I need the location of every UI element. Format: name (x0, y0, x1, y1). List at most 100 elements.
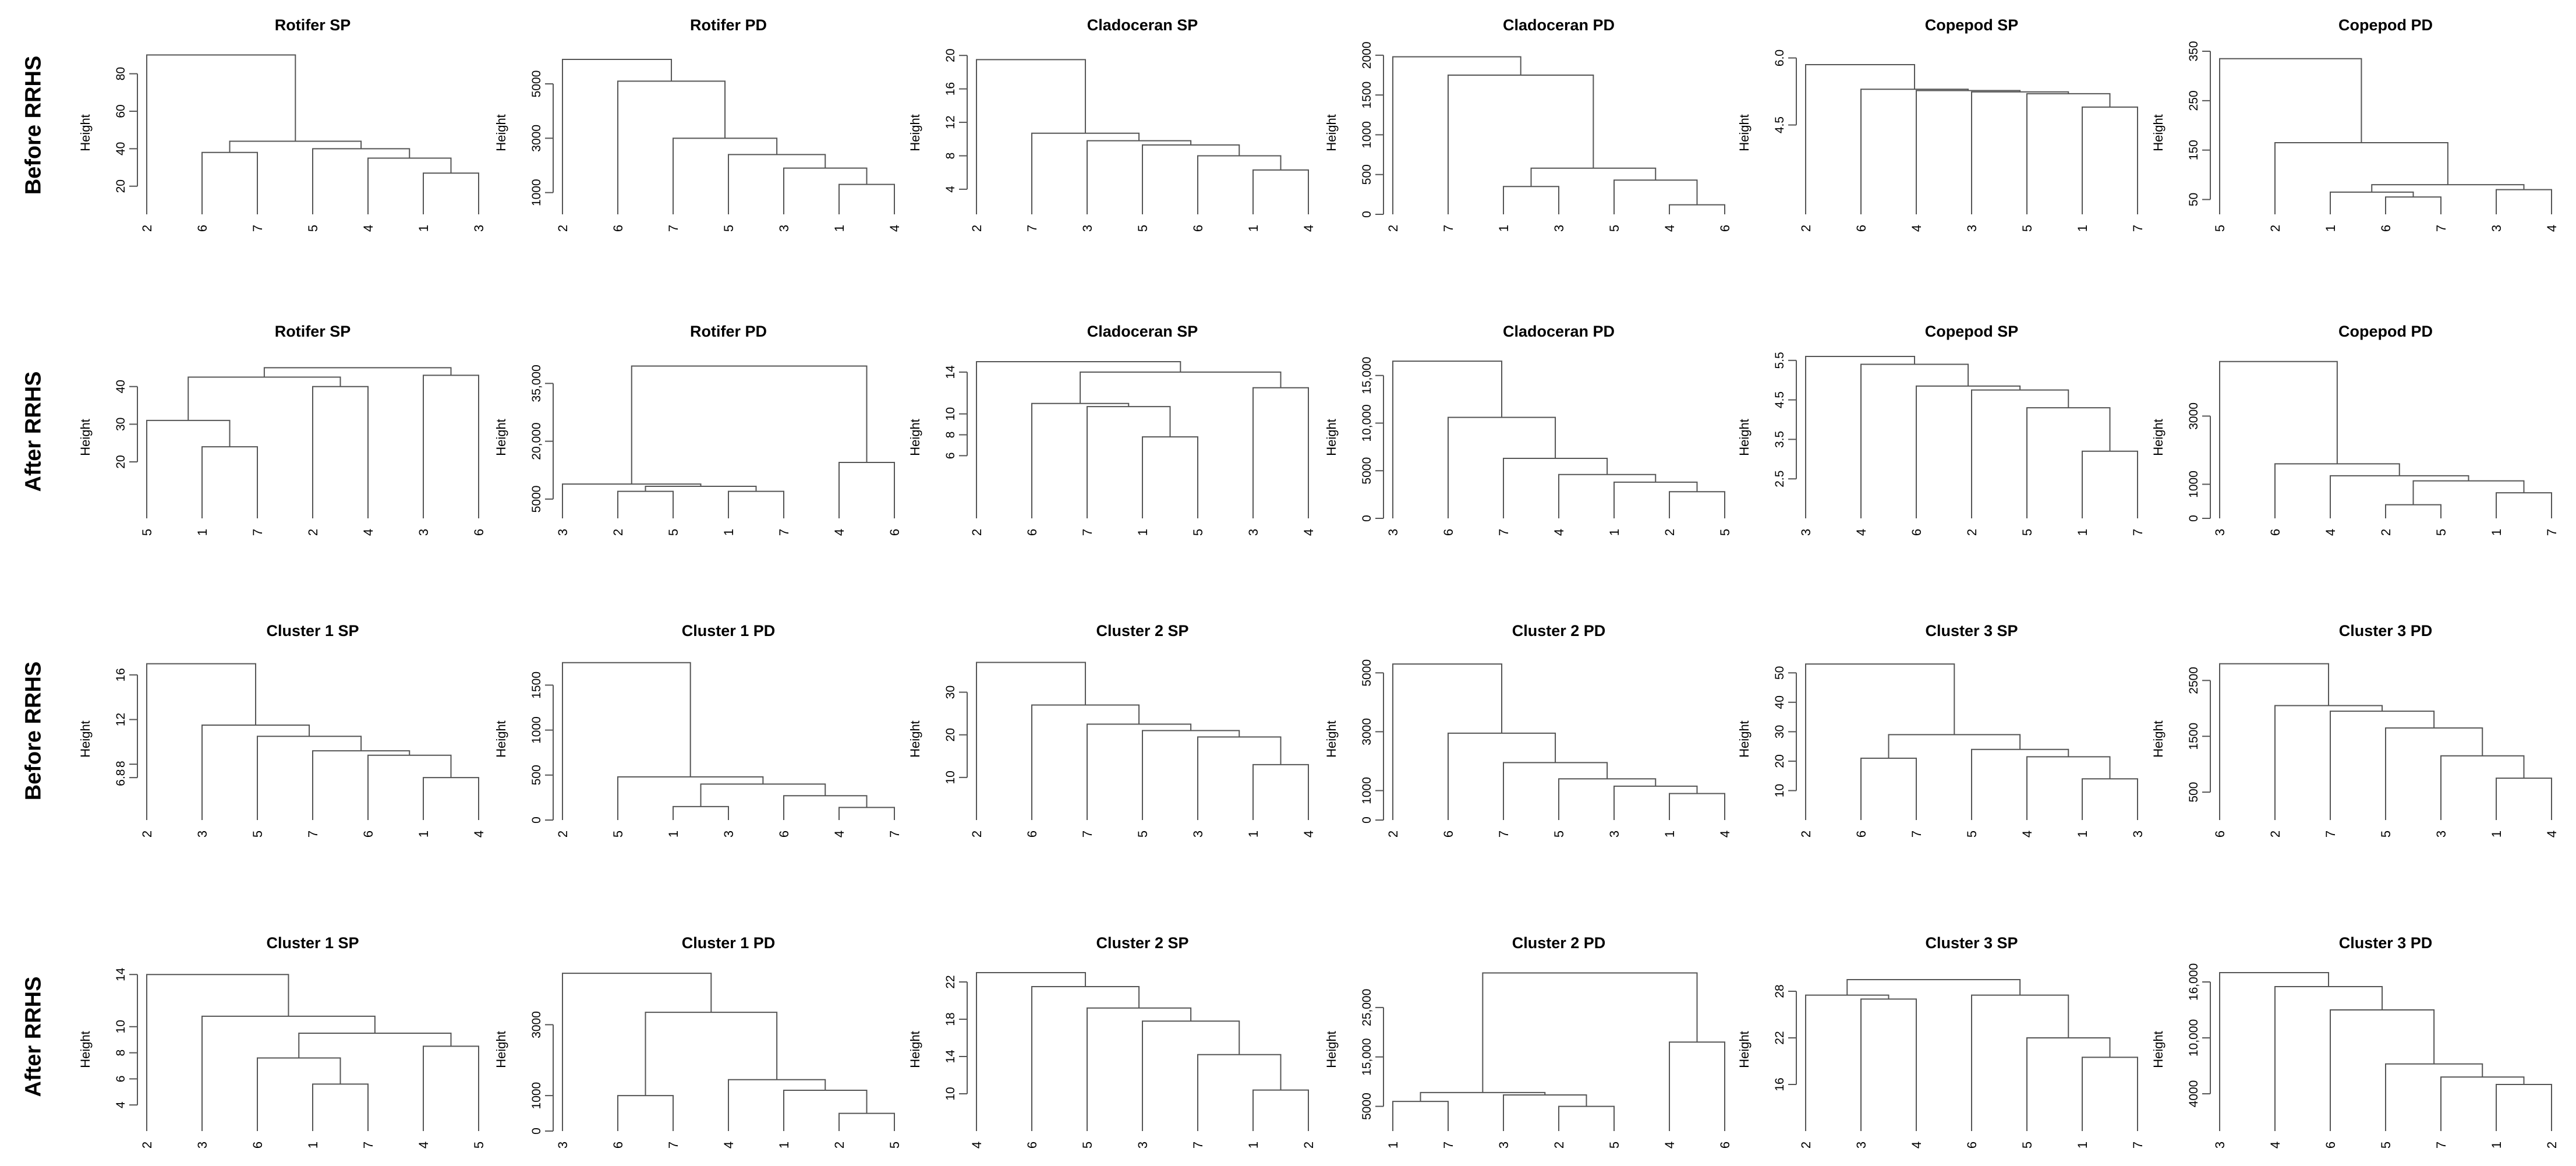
y-tick-label: 28 (1773, 984, 1786, 998)
y-tick-label: 2000 (1360, 41, 1374, 69)
y-tick-label: 10 (944, 771, 957, 784)
leaf-label: 4 (1301, 529, 1316, 536)
leaf-label: 6 (2268, 529, 2283, 536)
chart-title: Cladoceran SP (1087, 323, 1198, 340)
dendrogram-branch (2330, 475, 2469, 518)
leaf-label: 7 (1496, 529, 1511, 536)
y-tick-label: 10,000 (2187, 1019, 2200, 1057)
leaf-label: 4 (1909, 1142, 1924, 1149)
dendrogram-branch (1669, 491, 1725, 518)
leaf-label: 5 (2213, 225, 2227, 232)
dendrogram-branch (1080, 371, 1282, 404)
y-tick-label: 30 (1773, 725, 1786, 739)
leaf-label: 6 (1854, 831, 1869, 838)
y-tick-label: 8 (114, 761, 128, 768)
leaf-label: 4 (2020, 831, 2034, 838)
dendrogram-branch (423, 172, 479, 214)
y-tick-label: 12 (944, 115, 957, 129)
leaf-label: 4 (721, 1142, 736, 1149)
leaf-label: 7 (306, 831, 320, 838)
y-tick-label: 20 (114, 179, 128, 193)
leaf-label: 3 (416, 529, 431, 536)
dendrogram-branch (146, 419, 231, 518)
leaf-label: 3 (1135, 1142, 1150, 1149)
y-tick-label: 0 (1360, 211, 1374, 218)
leaf-label: 4 (2268, 1142, 2283, 1149)
leaf-label: 2 (2268, 225, 2283, 232)
dendrogram-branch (2219, 361, 2338, 518)
y-tick-label: 3000 (2187, 402, 2200, 430)
dendrogram-branch (1503, 457, 1608, 518)
y-tick-label: 10 (1773, 784, 1786, 797)
y-tick-label: 5000 (530, 486, 543, 513)
leaf-label: 1 (2489, 529, 2504, 536)
leaf-label: 6 (1441, 831, 1456, 838)
dendrogram-branch (1669, 204, 1725, 214)
leaf-label: 1 (1496, 225, 1511, 232)
chart-title: Rotifer PD (690, 16, 767, 34)
y-tick-label: 350 (2187, 41, 2200, 61)
leaf-label: 1 (2489, 831, 2504, 838)
y-tick-label: 2.5 (1773, 471, 1786, 487)
dendrogram-branch (312, 1083, 369, 1131)
leaf-label: 1 (832, 225, 847, 232)
dendrogram-branch (976, 59, 1087, 214)
y-tick-label: 35,000 (530, 365, 543, 402)
leaf-label: 4 (1662, 1142, 1677, 1149)
leaf-label: 1 (1607, 529, 1622, 536)
leaf-label: 6 (361, 831, 376, 838)
leaf-label: 3 (195, 1142, 210, 1149)
dendrogram-branch (1805, 994, 1889, 1131)
dendrogram-branch (1503, 1094, 1587, 1131)
dendrogram-branch (838, 1112, 895, 1131)
y-tick-label: 80 (114, 67, 128, 80)
leaf-label: 2 (611, 529, 625, 536)
dendrogram-branch (2496, 189, 2552, 214)
leaf-label: 5 (611, 831, 625, 838)
leaf-label: 2 (1965, 529, 1979, 536)
y-tick-label: 50 (2187, 193, 2200, 206)
leaf-label: 7 (361, 1142, 376, 1149)
dendrogram-branch (1846, 979, 2021, 995)
dendrogram-branch (2026, 1037, 2111, 1131)
y-tick-label: 12 (114, 713, 128, 726)
dendrogram-branch (631, 365, 868, 485)
dendrogram-branch (2330, 1009, 2435, 1131)
y-tick-label: 0 (1360, 817, 1374, 824)
dendrogram-branch (2440, 755, 2525, 820)
leaf-label: 4 (832, 831, 847, 838)
y-tick-label: 16 (114, 668, 128, 681)
leaf-label: 5 (1135, 225, 1150, 232)
dendrogram-branch (2026, 407, 2111, 518)
dendrogram-branch (2496, 778, 2552, 820)
y-tick-label: 6.8 (114, 769, 128, 786)
y-tick-label: 8 (944, 432, 957, 439)
leaf-label: 7 (1441, 1142, 1456, 1149)
y-tick-label: 5000 (1360, 1093, 1374, 1120)
leaf-label: 7 (1496, 831, 1511, 838)
dendrogram-branch (1971, 91, 2069, 214)
leaf-label: 6 (1909, 529, 1924, 536)
leaf-label: 7 (2434, 1142, 2448, 1149)
leaf-label: 5 (2020, 225, 2034, 232)
leaf-label: 5 (666, 529, 681, 536)
leaf-label: 4 (832, 529, 847, 536)
leaf-label: 5 (140, 529, 154, 536)
dendrogram-branch (1971, 994, 2069, 1131)
leaf-label: 6 (195, 225, 210, 232)
chart-title: Cluster 1 PD (682, 934, 776, 952)
dendrogram-branch (1142, 144, 1240, 214)
dendrogram-branch (1142, 436, 1198, 518)
dendrogram-branch (976, 972, 1087, 1131)
leaf-label: 7 (777, 529, 791, 536)
y-axis-label: Height (2151, 419, 2165, 456)
dendrogram-branch (2219, 663, 2330, 820)
dendrogram-branch (2496, 492, 2552, 518)
y-tick-label: 4000 (2187, 1080, 2200, 1108)
chart-title: Copepod SP (1925, 16, 2019, 34)
leaf-label: 3 (472, 225, 486, 232)
chart-title: Rotifer SP (275, 16, 351, 34)
row-label-2: After RRHS (21, 371, 46, 492)
y-tick-label: 5000 (530, 70, 543, 98)
chart-title: Cluster 1 SP (266, 622, 359, 639)
